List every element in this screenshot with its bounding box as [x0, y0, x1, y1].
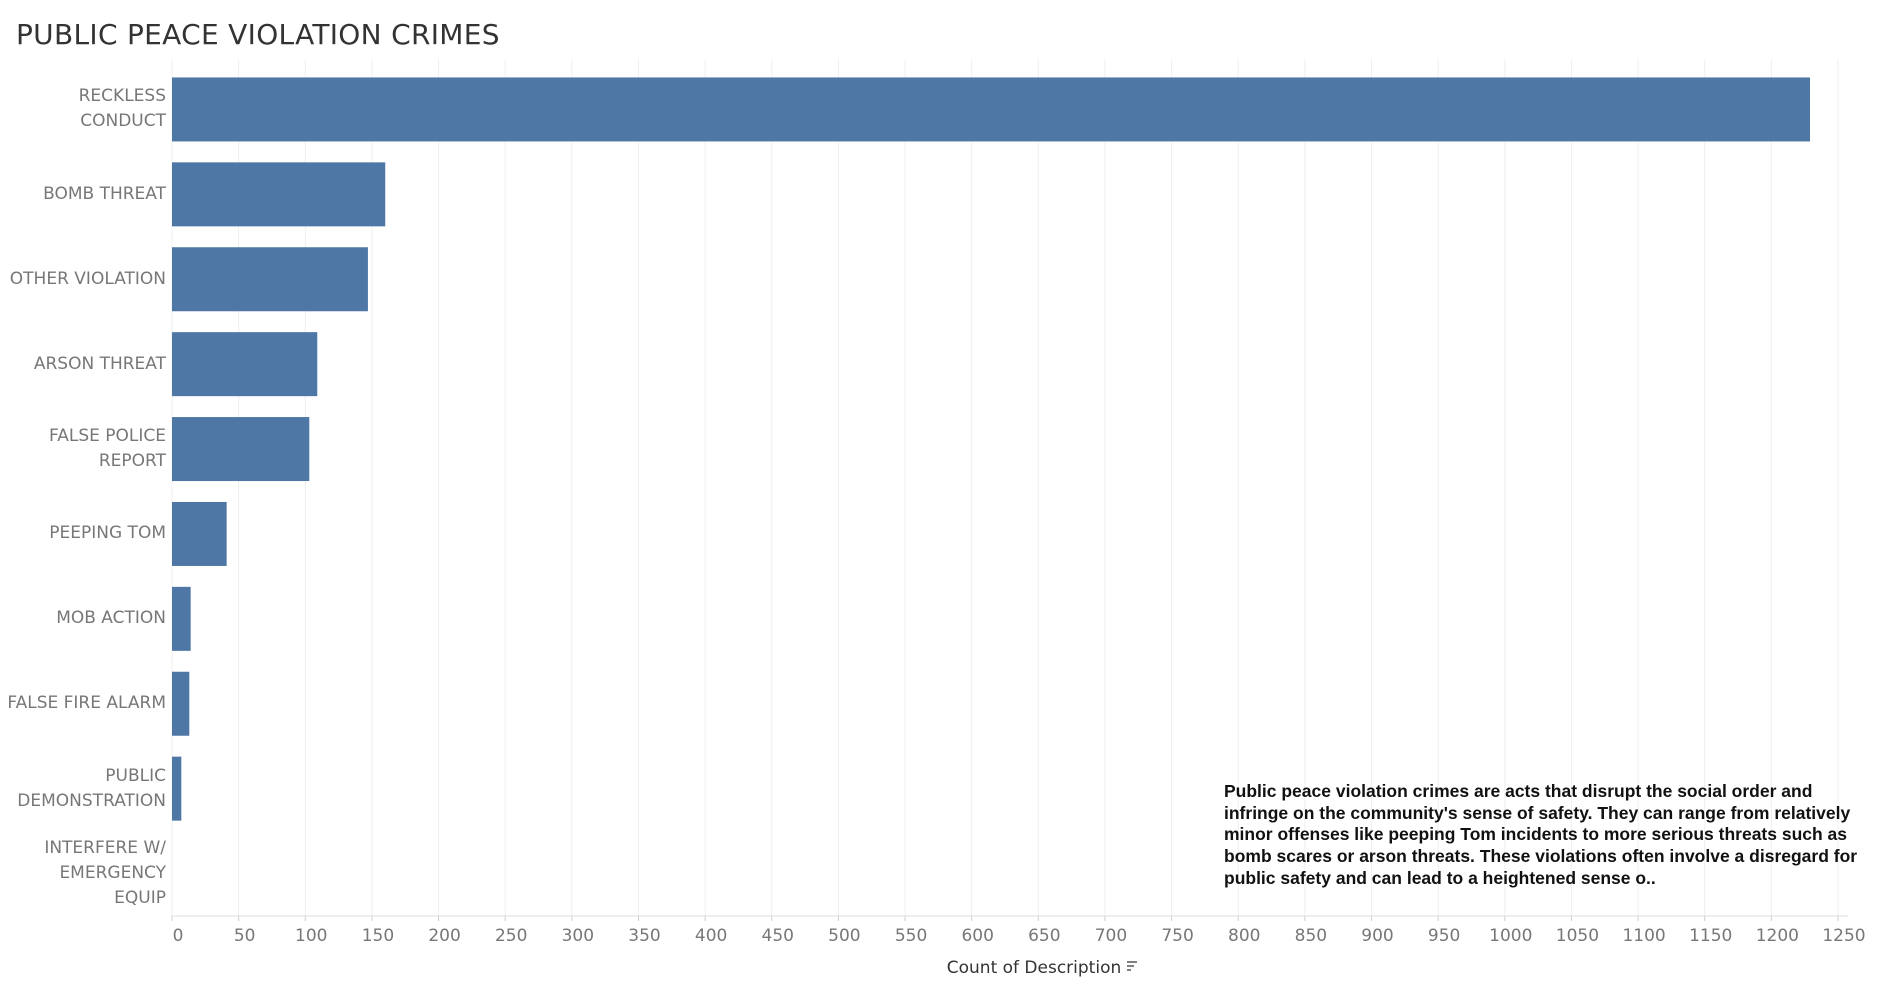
chart-title: PUBLIC PEACE VIOLATION CRIMES: [16, 18, 500, 51]
x-tick-label: 450: [762, 926, 794, 946]
category-label: OTHER VIOLATION: [9, 268, 166, 289]
x-tick-label: 350: [628, 926, 660, 946]
x-tick-label: 100: [295, 926, 327, 946]
x-tick-label: 950: [1428, 926, 1460, 946]
bar: [172, 162, 386, 227]
category-label: FALSE POLICE REPORT: [49, 426, 166, 472]
annotation: Public peace violation crimes are acts t…: [1224, 781, 1858, 888]
x-tick-label: 150: [362, 926, 394, 946]
x-tick-label: 550: [895, 926, 927, 946]
category-label: ARSON THREAT: [33, 353, 166, 374]
x-tick-label: 1050: [1556, 926, 1599, 946]
category-label: INTERFERE W/ EMERGENCY EQUIP: [44, 838, 166, 909]
category-label: RECKLESS CONDUCT: [78, 86, 166, 132]
x-tick-label: 1150: [1689, 926, 1732, 946]
bar: [172, 586, 191, 651]
x-tick-label: 900: [1361, 926, 1393, 946]
x-tick-label: 750: [1161, 926, 1193, 946]
bar: [172, 332, 318, 397]
bar: [172, 77, 1811, 142]
x-tick-label: 1200: [1756, 926, 1799, 946]
category-label: BOMB THREAT: [43, 183, 166, 204]
x-tick-label: 200: [428, 926, 460, 946]
sort-icon: [1127, 961, 1137, 971]
bar: [172, 756, 182, 821]
x-tick-label: 400: [695, 926, 727, 946]
x-tick-label: 600: [961, 926, 993, 946]
bar: [172, 501, 227, 566]
x-tick-label: 700: [1095, 926, 1127, 946]
category-label: MOB ACTION: [56, 608, 166, 629]
category-label: FALSE FIRE ALARM: [7, 693, 166, 714]
category-label: PEEPING TOM: [49, 523, 166, 544]
x-tick-label: 500: [828, 926, 860, 946]
bar: [172, 671, 190, 736]
x-tick-label: 1000: [1489, 926, 1532, 946]
x-tick-label: 0: [173, 926, 184, 946]
category-label: PUBLIC DEMONSTRATION: [17, 765, 166, 811]
x-tick-label: 1100: [1622, 926, 1665, 946]
x-tick-label: 800: [1228, 926, 1260, 946]
bar: [172, 417, 310, 482]
bar: [172, 247, 368, 312]
x-tick-label: 850: [1295, 926, 1327, 946]
x-tick-label: 650: [1028, 926, 1060, 946]
x-tick-label: 1250: [1822, 926, 1865, 946]
x-tick-label: 300: [562, 926, 594, 946]
x-tick-label: 250: [495, 926, 527, 946]
x-tick-label: 50: [234, 926, 256, 946]
x-axis-title: Count of Description: [947, 958, 1122, 978]
